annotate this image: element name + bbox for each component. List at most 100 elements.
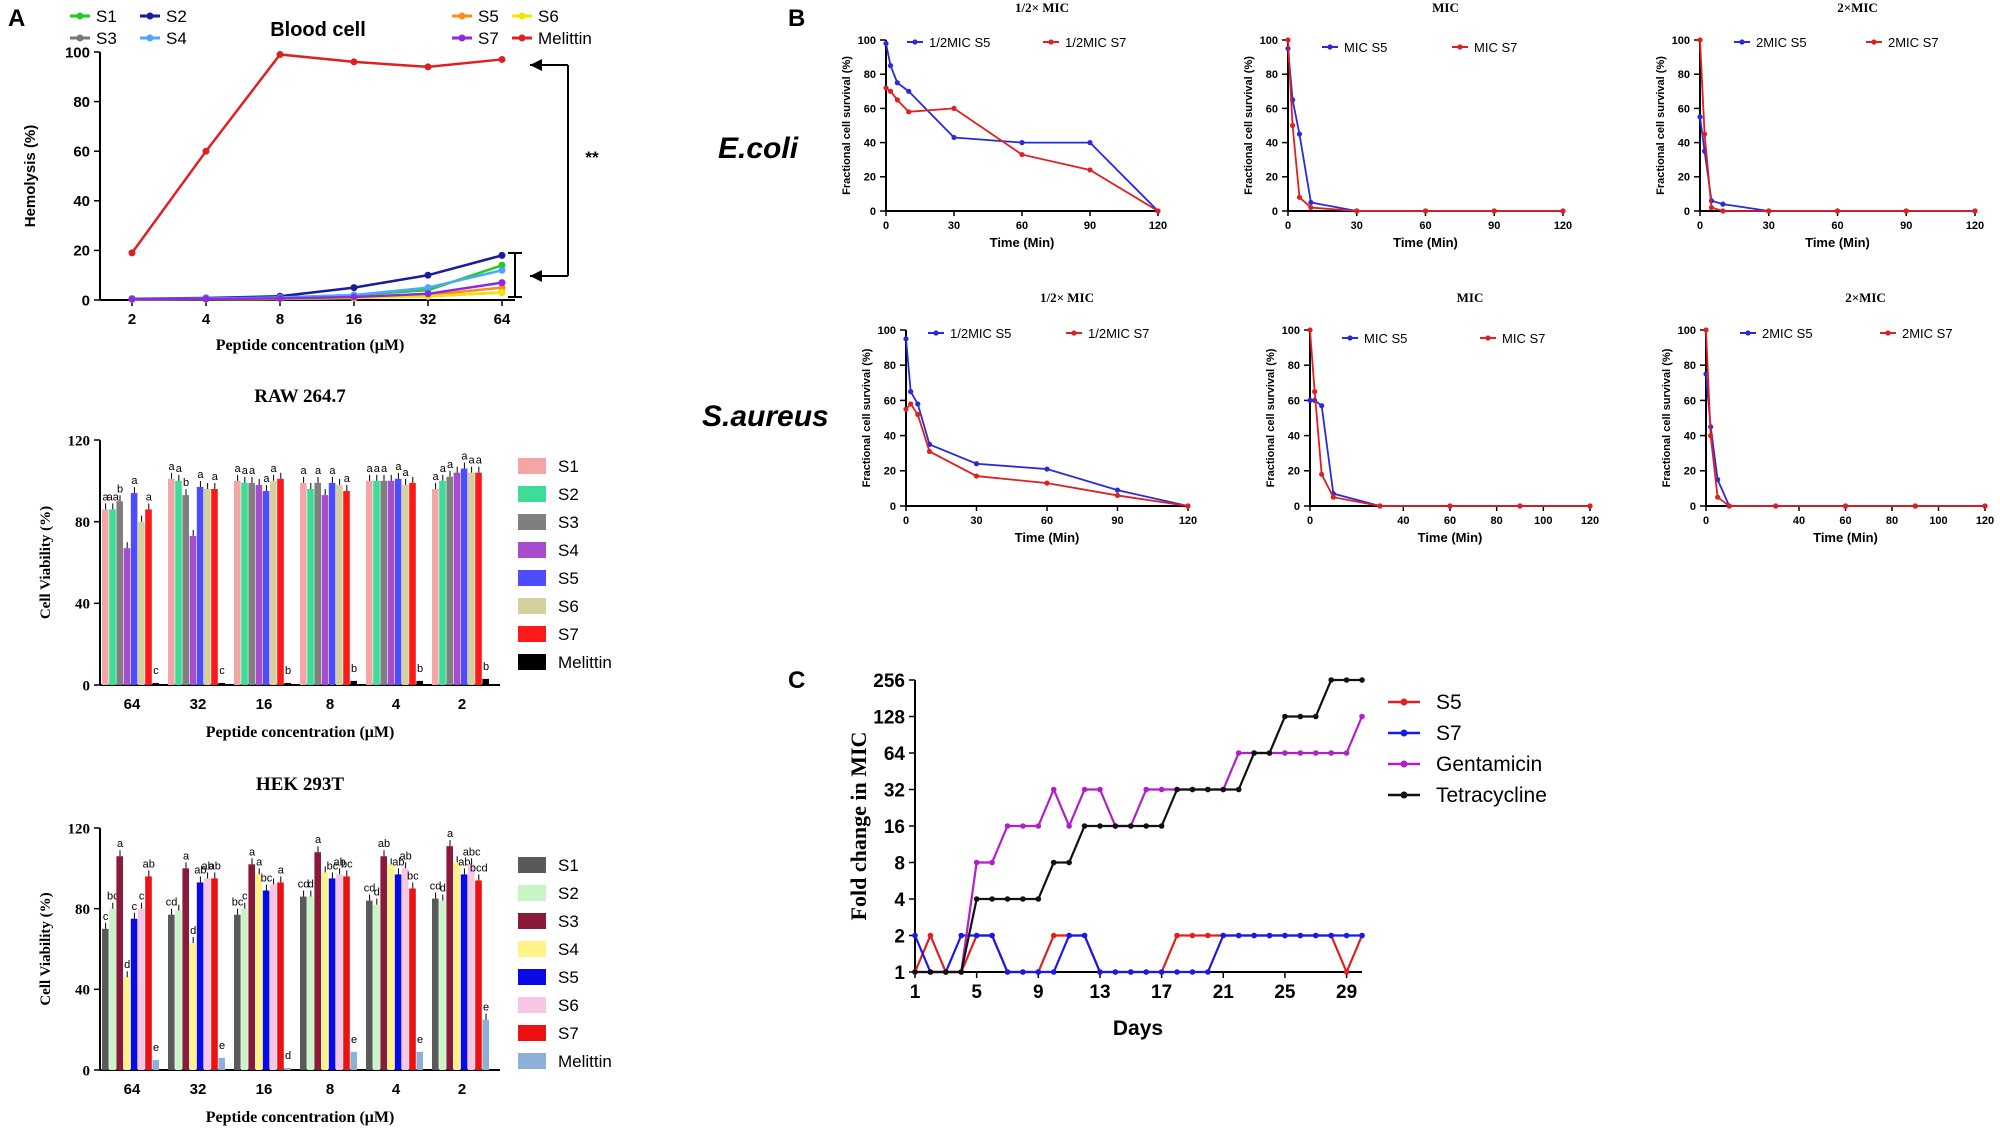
data-point [350,293,358,301]
data-point [912,932,918,939]
data-point [1285,37,1291,43]
bar-melittin [284,682,291,685]
significance-letter: d [308,879,314,891]
data-point [1343,750,1350,756]
x-tick-label: 60 [1831,220,1843,232]
bar-s3 [248,864,255,1070]
x-axis-label: Peptide concentration (μM) [216,337,405,354]
data-point [1307,397,1313,403]
bar-s6 [468,864,475,1070]
significance-letter: b [117,483,123,495]
data-point [1517,503,1523,509]
data-point [1308,199,1314,206]
data-point [912,969,918,975]
data-point [1097,786,1103,793]
legend-marker [1400,760,1408,768]
bar-s2 [373,904,380,1070]
significance-letter: d [285,1050,291,1062]
data-point [903,336,909,342]
bar-s3 [182,868,189,1070]
data-point [498,251,506,259]
bar-s1 [234,914,241,1070]
bar-melittin [152,1059,159,1070]
legend-label: S5 [1436,691,1462,714]
y-tick-label: 100 [1672,35,1690,47]
x-tick-label: 0 [883,220,889,232]
significance-letter: a [242,465,249,477]
bar-s1 [102,928,109,1070]
x-tick-label: 16 [256,696,273,713]
data-point [1266,932,1273,939]
y-tick-label: 80 [73,94,90,111]
legend-label: 2MIC S7 [1902,326,1953,341]
significance-letter: a [249,846,256,858]
bar-s1 [300,896,307,1070]
bar-s5 [328,482,336,685]
bar-s6 [270,884,277,1070]
data-point [1312,713,1319,720]
legend-marker [458,34,466,42]
data-point [1127,823,1134,829]
bar-melittin [350,1051,357,1070]
significance-letter: ab [194,864,206,876]
bar-s2 [175,480,182,685]
bar-s7 [409,482,416,685]
significance-letter: a [433,471,440,483]
x-tick-label: 100 [1534,515,1552,527]
data-point [906,109,912,115]
legend-marker [1400,729,1408,737]
legend-label: S2 [558,485,579,504]
data-point [1205,786,1211,793]
data-point [1982,503,1988,509]
x-tick-label: 0 [1285,220,1291,232]
x-tick-label: 16 [346,311,363,328]
significance-letter: bc [341,858,353,870]
significance-annotation: ** [585,148,599,167]
significance-letter: cd [364,883,376,895]
data-point [424,284,432,292]
significance-letter: a [169,461,176,473]
data-point [1050,859,1057,866]
legend-label: S3 [96,29,117,48]
significance-letter: e [417,1034,423,1046]
significance-letter: cd [298,879,310,891]
bar-s3 [182,495,189,685]
data-point [958,932,965,939]
significance-letter: d [440,883,446,895]
data-point [1312,750,1319,756]
x-tick-label: 120 [1149,220,1167,232]
data-point [958,969,965,975]
chart-title: MIC [1432,0,1459,15]
y-tick-label: 0 [1690,501,1696,513]
x-axis-label: Time (Min) [1418,530,1483,545]
y-tick-label: 60 [884,395,896,407]
y-tick-label: 80 [75,902,90,918]
significance-letter: bcd [470,862,488,874]
data-point [498,261,506,269]
significance-letter: bc [407,871,419,883]
bar-s2 [241,908,248,1070]
data-point [1050,969,1057,975]
series-line-s7 [913,934,1362,974]
bar-s6 [204,878,211,1070]
significance-letter: a [146,491,153,503]
bar-s5 [394,478,402,685]
x-tick-label: 32 [190,1081,207,1098]
chart-title: RAW 264.7 [254,386,346,407]
data-point [128,249,136,257]
series-line [905,402,1189,507]
data-point [1019,151,1025,158]
x-tick-label: 80 [1886,515,1898,527]
data-point [927,932,934,939]
data-point [1112,823,1119,829]
y-axis-label: Fractional cell survival (%) [841,56,853,195]
legend-swatch [518,997,546,1013]
bar-s1 [234,480,241,685]
data-point [1422,208,1429,214]
y-tick-label: 60 [1678,103,1690,115]
data-point [894,80,900,86]
bar-s5 [328,878,336,1070]
y-tick-label: 40 [75,597,90,613]
bar-s5 [394,874,402,1070]
significance-letter: a [183,850,190,862]
